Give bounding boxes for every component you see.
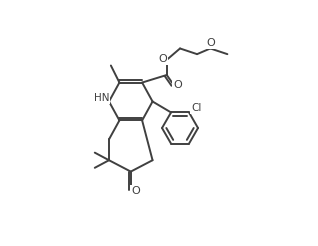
Text: O: O [131, 185, 140, 196]
Text: O: O [173, 80, 182, 90]
Text: O: O [206, 38, 215, 48]
Text: O: O [158, 54, 167, 64]
Text: HN: HN [94, 93, 109, 103]
Text: Cl: Cl [191, 103, 201, 113]
